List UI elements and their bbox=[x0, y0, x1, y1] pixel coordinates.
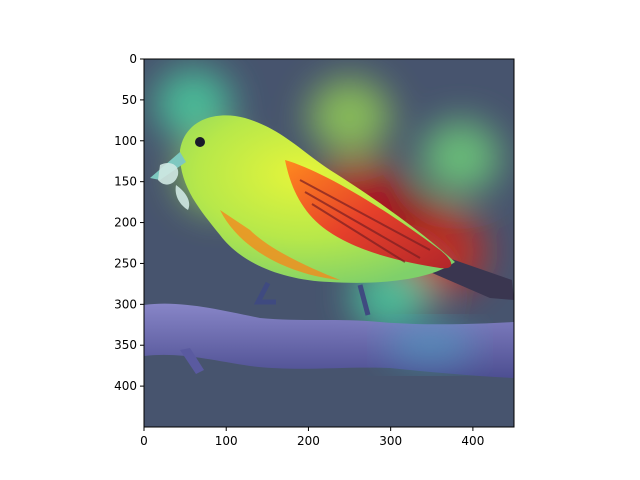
y-tick-label: 250 bbox=[114, 256, 137, 270]
heatmap-hotspot bbox=[420, 120, 501, 195]
image-panel bbox=[144, 59, 514, 427]
x-axis: 0 100 200 300 400 bbox=[140, 427, 484, 448]
y-tick-label: 350 bbox=[114, 338, 137, 352]
x-tick-label: 200 bbox=[297, 434, 320, 448]
bird-tail bbox=[430, 255, 514, 300]
x-tick-label: 100 bbox=[215, 434, 238, 448]
y-tick-label: 400 bbox=[114, 379, 137, 393]
y-tick-label: 150 bbox=[114, 175, 137, 189]
axes-frame bbox=[143, 58, 515, 428]
y-tick-label: 0 bbox=[129, 52, 137, 66]
bird-wing-stripes bbox=[299, 179, 431, 263]
bird-prey bbox=[158, 163, 190, 210]
y-tick-label: 200 bbox=[114, 216, 137, 230]
bird bbox=[150, 115, 514, 316]
bird-wing bbox=[285, 160, 452, 269]
y-axis: 0 50 100 150 200 250 300 350 400 bbox=[114, 52, 144, 393]
branch-knot bbox=[180, 348, 204, 374]
bird-leg bbox=[253, 281, 371, 316]
x-tick-label: 300 bbox=[379, 434, 402, 448]
x-tick-label: 0 bbox=[140, 434, 148, 448]
bird-eye bbox=[195, 137, 205, 147]
y-tick-label: 50 bbox=[122, 93, 137, 107]
heatmap-hotspot bbox=[308, 78, 391, 155]
x-tick-label: 400 bbox=[461, 434, 484, 448]
heatmap-glow-branch bbox=[385, 323, 475, 367]
y-tick-label: 300 bbox=[114, 297, 137, 311]
y-tick-label: 100 bbox=[114, 134, 137, 148]
